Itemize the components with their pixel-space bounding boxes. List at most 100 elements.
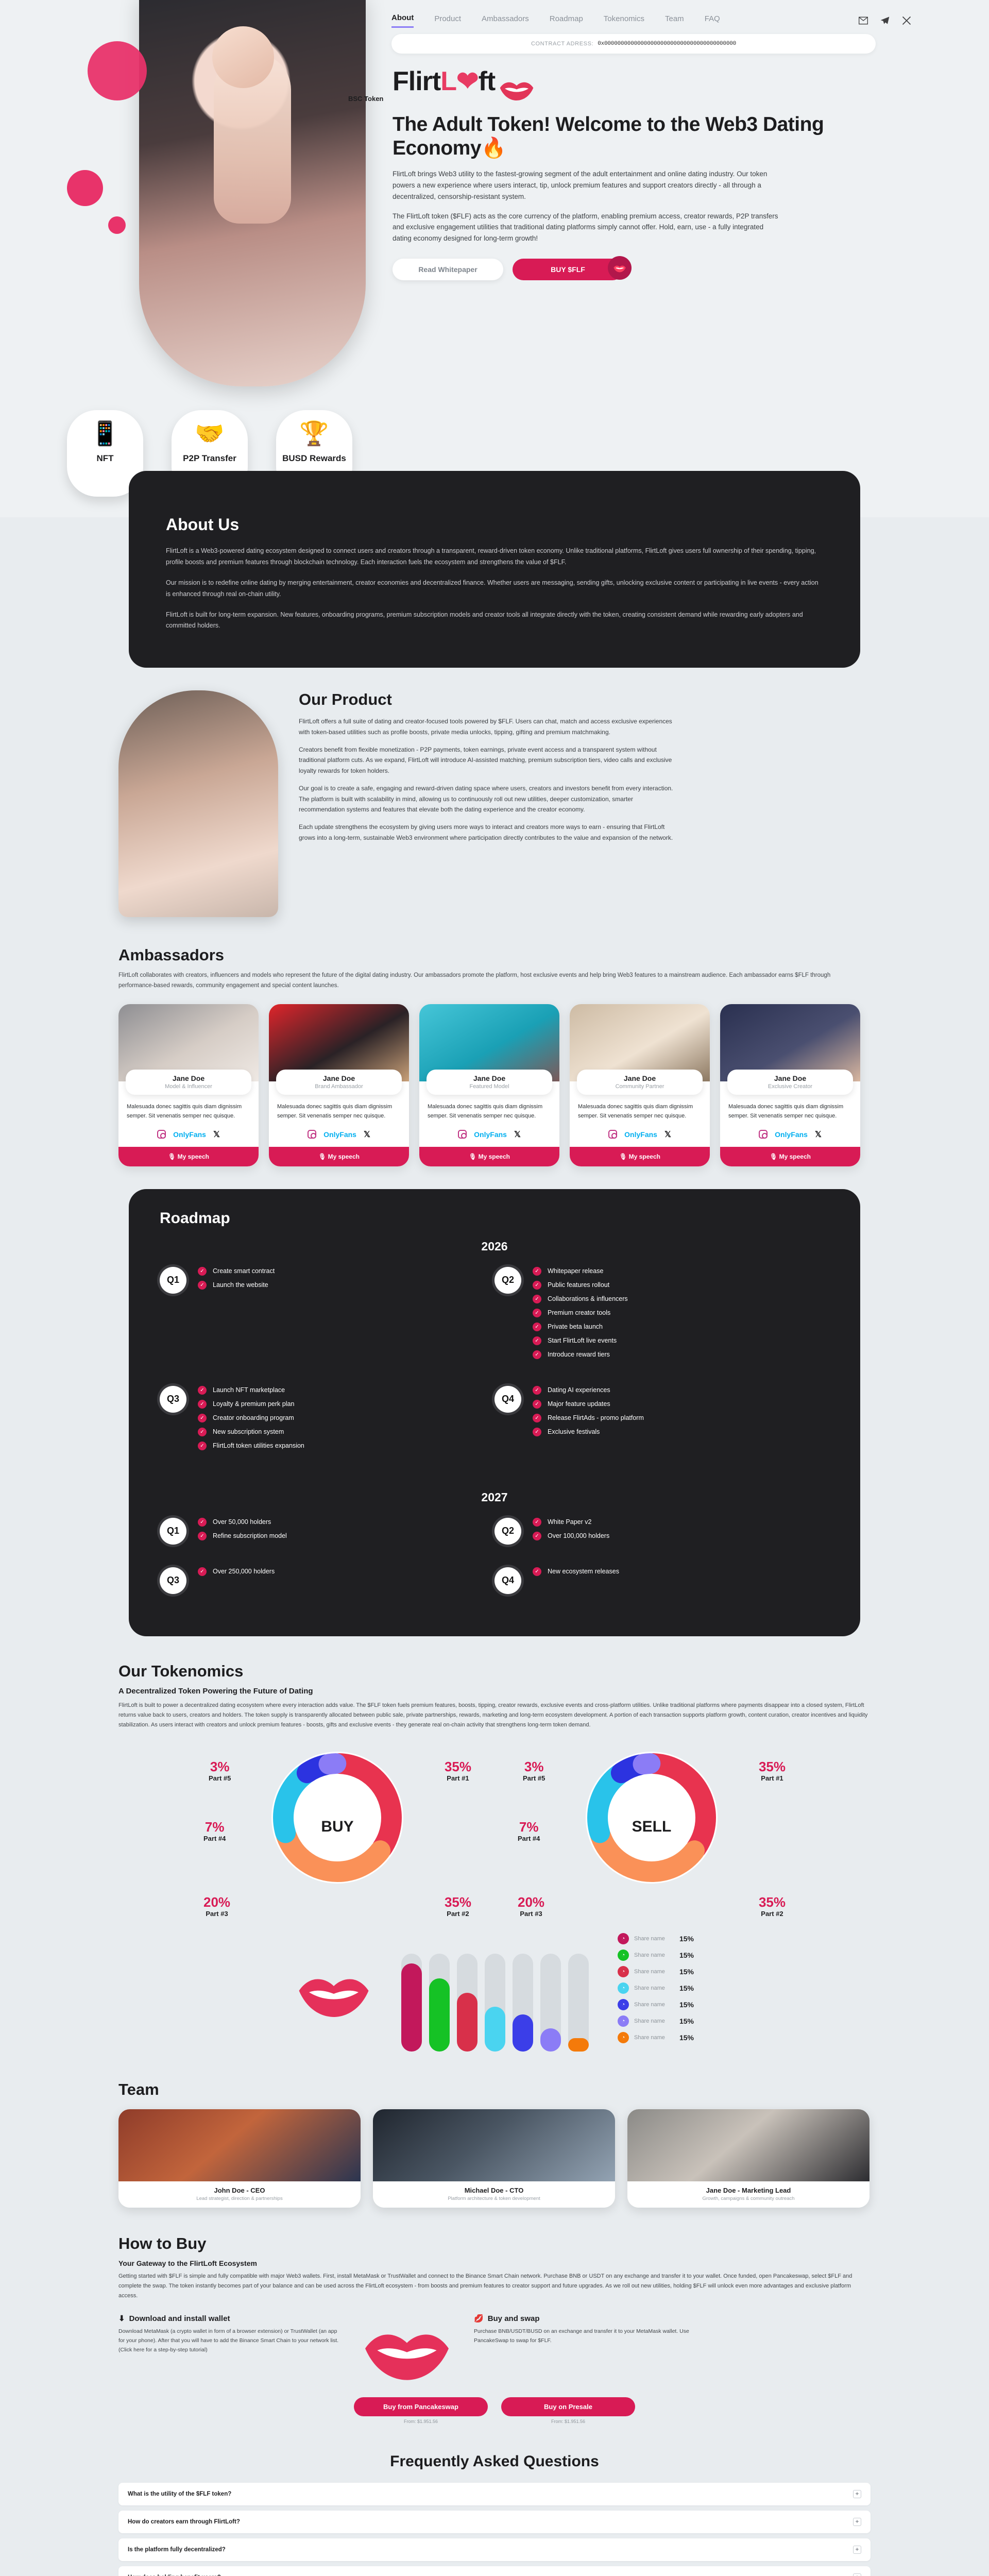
roadmap-items: ✓ Create smart contract ✓ Launch the websit… — [198, 1266, 275, 1364]
ambassador-photo: Jane Doe Brand Ambassador — [269, 1004, 409, 1095]
instagram-icon[interactable] — [157, 1130, 166, 1139]
expand-icon[interactable]: + — [853, 2546, 861, 2554]
buy-flf-label: BUY $FLF — [551, 265, 585, 274]
how-to-buy-step-swap: 💋 Buy and swap Purchase BNB/USDT/BUSD on … — [474, 2314, 695, 2346]
roadmap-item-label: Release FlirtAds - promo platform — [548, 1414, 644, 1422]
mail-icon[interactable] — [858, 15, 868, 26]
nav-link-team[interactable]: Team — [665, 14, 684, 23]
onlyfans-link[interactable]: OnlyFans — [624, 1130, 657, 1139]
team-member-role: Growth, campaigns & community outreach — [702, 2196, 795, 2202]
roadmap-item: ✓ Create smart contract — [198, 1266, 275, 1276]
main-navigation[interactable]: About Product Ambassadors Roadmap Tokeno… — [386, 8, 989, 28]
legend-value: 15% — [679, 2001, 694, 2009]
roadmap-item-label: Public features rollout — [548, 1281, 610, 1289]
read-whitepaper-button[interactable]: Read Whitepaper — [393, 259, 503, 281]
roadmap-item: ✓ Refine subscription model — [198, 1531, 287, 1540]
ambassador-description: Malesuada donec sagittis quis diam digni… — [428, 1104, 543, 1120]
product-paragraph-3: Our goal is to create a safe, engaging a… — [299, 785, 673, 813]
ambassadors-intro: FlirtLoft collaborates with creators, in… — [118, 972, 831, 989]
roadmap-section: Roadmap 2026 Q1 ✓ Create smart contract ✓ Lau… — [129, 1189, 860, 1636]
product-section: Flirt❤ft Our Product FlirtLoft offers a … — [118, 690, 871, 918]
pie-chart-icon: ◔ — [617, 2032, 629, 2044]
legend-row: ◔ Share name 15% — [617, 2015, 694, 2027]
onlyfans-link[interactable]: OnlyFans — [474, 1130, 507, 1139]
bar-track — [540, 1954, 561, 2052]
onlyfans-link[interactable]: OnlyFans — [775, 1130, 808, 1139]
x-icon[interactable]: 𝕏 — [213, 1130, 220, 1139]
faq-item[interactable]: Is the platform fully decentralized? + — [118, 2538, 871, 2562]
nav-link-roadmap[interactable]: Roadmap — [549, 14, 583, 23]
team-photo — [627, 2109, 869, 2182]
tokenomics-body: FlirtLoft is built to power a decentrali… — [118, 1702, 868, 1728]
my-speech-button[interactable]: 🎙 My speech — [419, 1146, 559, 1166]
bar-fill — [540, 2028, 561, 2052]
x-icon[interactable]: 𝕏 — [363, 1130, 370, 1139]
instagram-icon[interactable] — [608, 1130, 618, 1139]
telegram-icon[interactable] — [880, 15, 890, 26]
donut-center-label: SELL — [632, 1818, 672, 1836]
lips-icon — [500, 82, 534, 100]
x-icon[interactable]: 𝕏 — [664, 1130, 671, 1139]
buy-flf-button[interactable]: BUY $FLF — [513, 256, 632, 281]
x-icon[interactable]: 𝕏 — [814, 1130, 822, 1139]
my-speech-button[interactable]: 🎙 My speech — [118, 1146, 259, 1166]
expand-icon[interactable]: + — [853, 2518, 861, 2527]
bar-fill — [568, 2038, 589, 2052]
ambassador-card[interactable]: Jane Doe Featured Model Malesuada donec sa… — [419, 1004, 559, 1166]
ambassador-card[interactable]: Jane Doe Brand Ambassador Malesuada donec … — [269, 1004, 409, 1166]
instagram-icon[interactable] — [308, 1130, 317, 1139]
ambassador-card[interactable]: Jane Doe Exclusive Creator Malesuada donec… — [720, 1004, 860, 1166]
roadmap-quarter: Q2 ✓ Whitepaper release ✓ Public features ro… — [494, 1259, 829, 1378]
expand-icon[interactable]: + — [853, 2490, 861, 2499]
check-icon: ✓ — [533, 1531, 541, 1540]
nav-link-product[interactable]: Product — [434, 14, 462, 23]
roadmap-item: ✓ Whitepaper release — [533, 1266, 628, 1276]
legend-row: ◔ Share name 15% — [617, 1966, 694, 1978]
legend-value: 15% — [679, 1968, 694, 1976]
bar-chart — [401, 1954, 589, 2052]
expand-icon[interactable]: + — [853, 2573, 861, 2576]
about-title: About Us — [166, 515, 240, 534]
ambassador-name: Jane Doe — [623, 1074, 656, 1083]
my-speech-button[interactable]: 🎙 My speech — [720, 1146, 860, 1166]
nav-link-tokenomics[interactable]: Tokenomics — [603, 14, 644, 23]
contract-address-bar[interactable]: CONTRACT ADRESS: 0x000000000000000000000… — [391, 34, 876, 54]
check-icon: ✓ — [198, 1531, 207, 1540]
ambassador-card[interactable]: Jane Doe Community Partner Malesuada donec… — [570, 1004, 710, 1166]
my-speech-button[interactable]: 🎙 My speech — [570, 1146, 710, 1166]
faq-item[interactable]: How does holding benefit users? + — [118, 2566, 871, 2576]
onlyfans-link[interactable]: OnlyFans — [173, 1130, 206, 1139]
roadmap-item: ✓ Loyalty & premium perk plan — [198, 1399, 304, 1409]
nav-link-about[interactable]: About — [391, 13, 414, 28]
faq-item[interactable]: How do creators earn through FlirtLoft? + — [118, 2511, 871, 2534]
donut-slice-label: 35% Part #2 — [445, 1895, 471, 1918]
nav-link-ambassadors[interactable]: Ambassadors — [482, 14, 529, 23]
buy-from-pancakeswap-button[interactable]: Buy from Pancakeswap — [354, 2397, 488, 2417]
my-speech-button[interactable]: 🎙 My speech — [269, 1146, 409, 1166]
x-icon[interactable]: 𝕏 — [514, 1130, 521, 1139]
onlyfans-link[interactable]: OnlyFans — [323, 1130, 356, 1139]
roadmap-item: ✓ FlirtLoft token utilities expansion — [198, 1441, 304, 1450]
buy-on-presale-button[interactable]: Buy on Presale — [501, 2397, 635, 2417]
check-icon: ✓ — [533, 1567, 541, 1576]
donut-slice-label: 20% Part #3 — [203, 1895, 230, 1918]
donut-svg — [586, 1752, 718, 1884]
roadmap-item-label: Over 250,000 holders — [213, 1568, 275, 1575]
faq-item[interactable]: What is the utility of the $FLF token? + — [118, 2483, 871, 2506]
roadmap-items: ✓ Whitepaper release ✓ Public features roll… — [533, 1266, 628, 1364]
nav-link-faq[interactable]: FAQ — [704, 14, 720, 23]
brand-logo[interactable]: FlirtL❤ft BSC Token — [348, 68, 989, 104]
donut-slice-name: Part #2 — [447, 1910, 469, 1918]
feature-pod-label: P2P Transfer — [183, 453, 236, 463]
tokenomics-subtitle: A Decentralized Token Powering the Futur… — [118, 1686, 313, 1696]
roadmap-items: ✓ Dating AI experiences ✓ Major feature upd… — [533, 1385, 644, 1455]
instagram-icon[interactable] — [458, 1130, 467, 1139]
ambassador-name: Jane Doe — [172, 1074, 205, 1083]
pie-chart-icon: ◔ — [617, 1999, 629, 2011]
roadmap-year: 2027 — [481, 1490, 508, 1504]
handshake-icon: 🤝 — [195, 420, 225, 447]
team-member-role: Platform architecture & token developmen… — [448, 2196, 540, 2202]
x-icon[interactable] — [901, 15, 912, 26]
instagram-icon[interactable] — [759, 1130, 768, 1139]
ambassador-card[interactable]: Jane Doe Model & Influencer Malesuada done… — [118, 1004, 259, 1166]
